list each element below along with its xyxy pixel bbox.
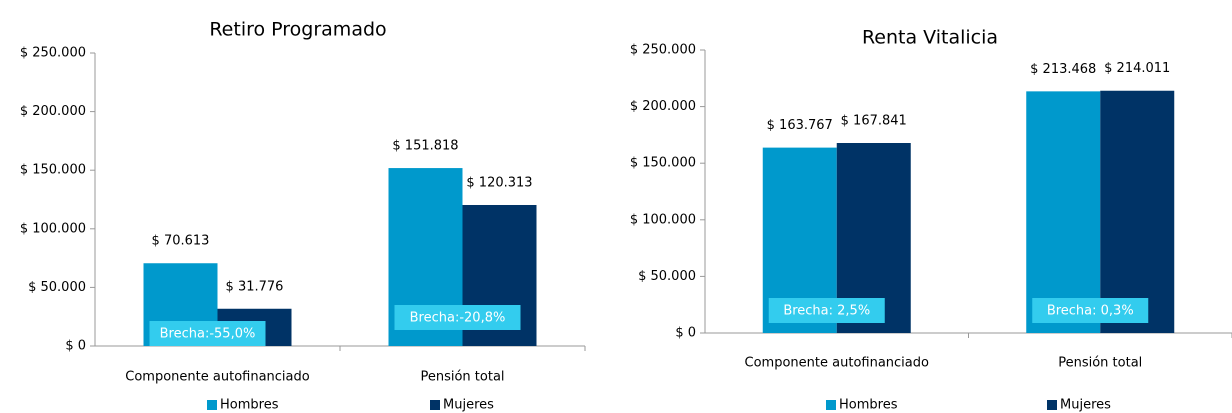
value-label: $ 70.613	[152, 234, 210, 249]
legend-swatch	[1047, 400, 1057, 410]
y-tick-label: $ 200.000	[630, 99, 696, 114]
annotation-box	[394, 305, 521, 330]
legend-label: Mujeres	[443, 398, 494, 413]
y-tick-label: $ 150.000	[630, 156, 696, 171]
chart-title: Retiro Programado	[209, 19, 386, 41]
value-label: $ 120.313	[466, 175, 532, 190]
legend-swatch	[207, 400, 217, 410]
y-tick-label: $ 50.000	[28, 280, 86, 295]
value-label: $ 151.818	[392, 139, 458, 154]
value-label: $ 167.841	[841, 114, 907, 129]
annotation-box	[768, 298, 885, 323]
bar	[1026, 91, 1101, 334]
y-tick-label: $ 100.000	[630, 212, 696, 227]
y-tick-label: $ 250.000	[630, 43, 696, 58]
value-label: $ 163.767	[767, 118, 833, 133]
bar	[1100, 90, 1175, 333]
legend-label: Mujeres	[1060, 398, 1111, 413]
y-tick-label: $ 0	[65, 339, 86, 354]
legend-swatch	[430, 400, 440, 410]
annotation: Brecha: 0,3%	[1047, 304, 1134, 319]
value-label: $ 214.011	[1104, 61, 1170, 76]
y-tick-label: $ 0	[675, 326, 696, 341]
y-tick-label: $ 150.000	[20, 163, 86, 178]
legend-label: Hombres	[839, 398, 898, 413]
annotation-box	[149, 321, 266, 346]
x-tick-label: Componente autofinanciado	[125, 370, 309, 385]
annotation-box	[1032, 298, 1149, 323]
legend-label: Hombres	[220, 398, 279, 413]
y-tick-label: $ 100.000	[20, 221, 86, 236]
value-label: $ 31.776	[226, 279, 284, 294]
x-tick-label: Pensión total	[1058, 356, 1142, 371]
annotation: Brecha:-20,8%	[410, 311, 506, 326]
value-label: $ 213.468	[1030, 62, 1096, 77]
annotation: Brecha: 2,5%	[783, 304, 870, 319]
annotation: Brecha:-55,0%	[160, 327, 256, 342]
legend-swatch	[826, 400, 836, 410]
x-tick-label: Componente autofinanciado	[745, 356, 929, 371]
chart-title: Renta Vitalicia	[862, 27, 998, 49]
y-tick-label: $ 50.000	[638, 269, 696, 284]
y-tick-label: $ 250.000	[20, 46, 86, 61]
y-tick-label: $ 200.000	[20, 104, 86, 119]
x-tick-label: Pensión total	[420, 370, 504, 385]
